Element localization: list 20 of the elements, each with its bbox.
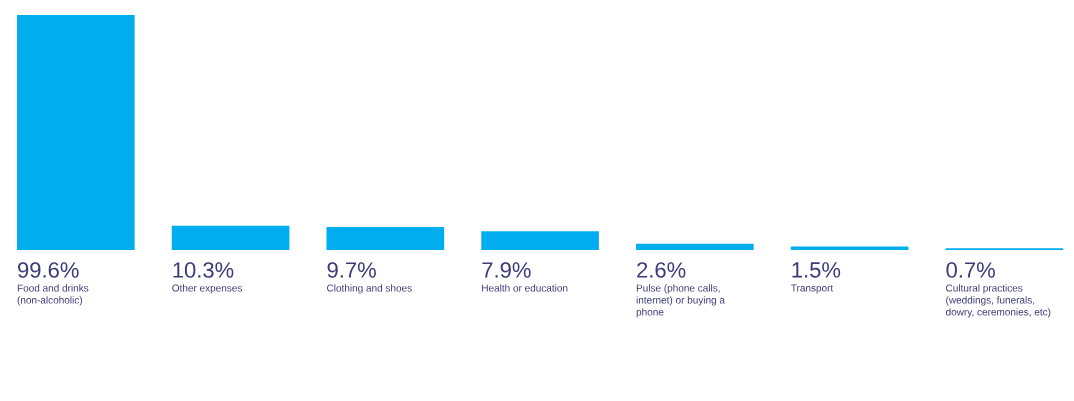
bar	[171, 225, 290, 250]
x-tick-label: Other expenses	[172, 284, 243, 294]
x-tick-label: Transport	[791, 284, 834, 294]
data-label: 9.7%	[327, 262, 376, 278]
data-label: 1.5%	[792, 262, 841, 278]
x-tick-label: Food and drinks (non-alcoholic)	[17, 284, 89, 306]
x-tick-label: Pulse (phone calls, internet) or buying a phone	[636, 284, 725, 318]
data-label: 99.6%	[18, 262, 79, 278]
bar	[790, 246, 909, 250]
x-tick-label: Health or education	[482, 284, 568, 292]
data-label: 0.7%	[946, 262, 995, 278]
data-label: 7.9%	[482, 262, 531, 278]
x-tick-label: Clothing and shoes	[327, 284, 412, 294]
data-label: 10.3%	[173, 262, 234, 278]
data-label: 2.6%	[637, 262, 686, 278]
bar	[636, 243, 754, 250]
x-tick-label: Cultural practices (weddings, funerals, dowry, ceremonies, etc)	[945, 284, 1051, 318]
bar	[326, 227, 445, 250]
bar	[17, 14, 135, 250]
bar	[481, 231, 599, 250]
